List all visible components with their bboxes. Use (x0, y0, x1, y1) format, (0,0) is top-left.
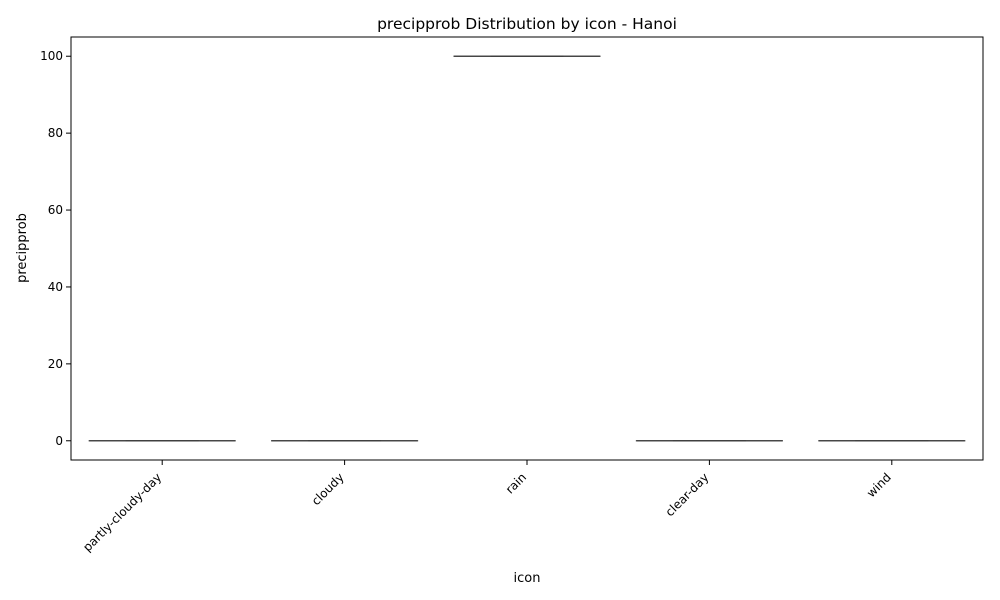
axes-frame (70, 36, 984, 461)
chart-title: precipprob Distribution by icon - Hanoi (377, 15, 677, 33)
x-tick-label: wind (864, 470, 894, 500)
y-tick-label: 0 (55, 434, 63, 448)
plot-area (70, 36, 984, 461)
y-tick-label: 60 (48, 203, 63, 217)
y-axis-ticks: 0 20 40 60 80 100 (40, 49, 71, 448)
x-axis-ticks: partly-cloudy-day cloudy rain clear-day wind (80, 460, 894, 554)
y-tick-label: 40 (48, 280, 63, 294)
x-tick-label: partly-cloudy-day (80, 470, 164, 554)
x-tick-label: cloudy (309, 470, 347, 508)
y-tick-label: 80 (48, 126, 63, 140)
x-axis-label: icon (514, 571, 541, 586)
y-tick-label: 20 (48, 357, 63, 371)
y-tick-label: 100 (40, 49, 63, 63)
y-axis-label: precipprob (15, 213, 30, 283)
x-tick-label: rain (503, 470, 529, 496)
x-tick-label: clear-day (663, 470, 712, 519)
